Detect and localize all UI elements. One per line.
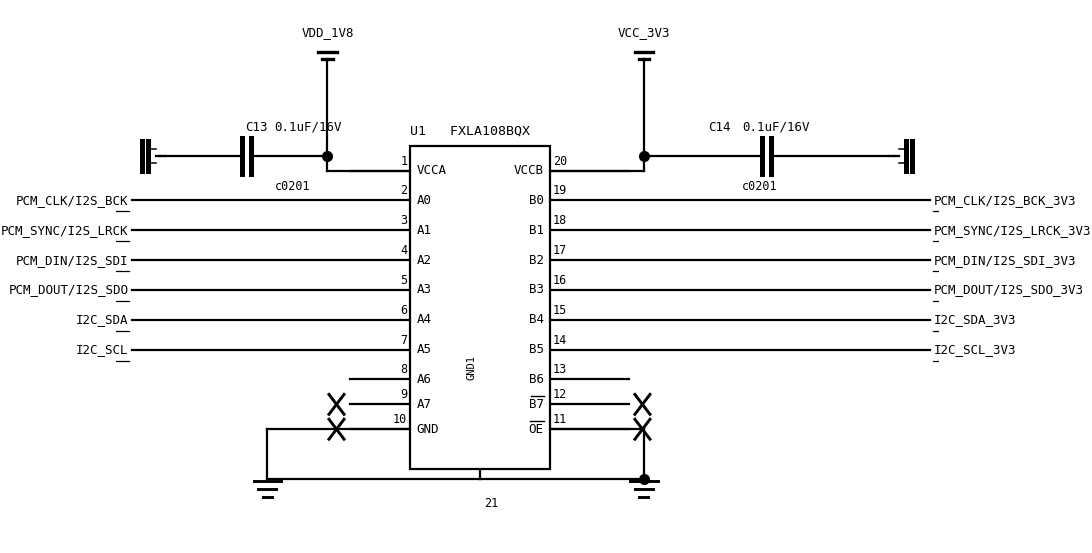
Text: 7: 7 xyxy=(400,333,407,347)
Text: 4: 4 xyxy=(400,244,407,257)
Text: c0201: c0201 xyxy=(275,180,310,194)
Text: A7: A7 xyxy=(416,398,431,411)
Text: PCM_SYNC/I2S_LRCK_3V3: PCM_SYNC/I2S_LRCK_3V3 xyxy=(934,224,1091,237)
Text: A5: A5 xyxy=(416,343,431,356)
Text: 8: 8 xyxy=(400,363,407,377)
Text: C14: C14 xyxy=(708,121,731,134)
Text: 10: 10 xyxy=(393,413,407,426)
Text: A2: A2 xyxy=(416,254,431,267)
Text: C13: C13 xyxy=(245,121,268,134)
Text: VCCA: VCCA xyxy=(416,164,447,177)
Text: PCM_DIN/I2S_SDI: PCM_DIN/I2S_SDI xyxy=(16,254,129,267)
Text: A6: A6 xyxy=(416,373,431,386)
Text: A0: A0 xyxy=(416,194,431,207)
Text: 20: 20 xyxy=(553,154,567,168)
Text: OE: OE xyxy=(529,422,544,436)
Text: 13: 13 xyxy=(553,363,567,377)
Text: I2C_SCL_3V3: I2C_SCL_3V3 xyxy=(934,343,1016,356)
Text: VCC_3V3: VCC_3V3 xyxy=(618,26,670,39)
Text: 12: 12 xyxy=(553,388,567,401)
Text: PCM_CLK/I2S_BCK_3V3: PCM_CLK/I2S_BCK_3V3 xyxy=(934,194,1076,207)
Text: 21: 21 xyxy=(484,497,498,510)
Text: 18: 18 xyxy=(553,214,567,227)
Text: VDD_1V8: VDD_1V8 xyxy=(301,26,354,39)
Text: 0.1uF/16V: 0.1uF/16V xyxy=(275,121,342,134)
Text: VCCB: VCCB xyxy=(513,164,544,177)
Text: PCM_SYNC/I2S_LRCK: PCM_SYNC/I2S_LRCK xyxy=(1,224,129,237)
Text: 3: 3 xyxy=(400,214,407,227)
Text: 16: 16 xyxy=(553,274,567,287)
Text: 0.1uF/16V: 0.1uF/16V xyxy=(741,121,809,134)
Text: B7: B7 xyxy=(529,398,544,411)
Text: PCM_DOUT/I2S_SDO_3V3: PCM_DOUT/I2S_SDO_3V3 xyxy=(934,284,1083,296)
Text: 5: 5 xyxy=(400,274,407,287)
Text: 9: 9 xyxy=(400,388,407,401)
Text: A1: A1 xyxy=(416,224,431,237)
Text: B5: B5 xyxy=(529,343,544,356)
Text: 14: 14 xyxy=(553,333,567,347)
Bar xyxy=(411,145,549,469)
Text: B3: B3 xyxy=(529,284,544,296)
Text: I2C_SDA_3V3: I2C_SDA_3V3 xyxy=(934,314,1016,326)
Text: I2C_SCL: I2C_SCL xyxy=(76,343,129,356)
Text: B0: B0 xyxy=(529,194,544,207)
Text: 19: 19 xyxy=(553,184,567,197)
Text: c0201: c0201 xyxy=(741,180,778,194)
Text: 17: 17 xyxy=(553,244,567,257)
Text: 15: 15 xyxy=(553,304,567,317)
Text: A3: A3 xyxy=(416,284,431,296)
Text: 6: 6 xyxy=(400,304,407,317)
Text: B1: B1 xyxy=(529,224,544,237)
Text: B4: B4 xyxy=(529,314,544,326)
Text: GND1: GND1 xyxy=(466,354,476,379)
Text: 1: 1 xyxy=(400,154,407,168)
Text: 2: 2 xyxy=(400,184,407,197)
Text: GND: GND xyxy=(416,422,439,436)
Text: U1   FXLA108BQX: U1 FXLA108BQX xyxy=(411,124,531,138)
Text: PCM_DIN/I2S_SDI_3V3: PCM_DIN/I2S_SDI_3V3 xyxy=(934,254,1076,267)
Text: PCM_DOUT/I2S_SDO: PCM_DOUT/I2S_SDO xyxy=(9,284,129,296)
Text: 11: 11 xyxy=(553,413,567,426)
Text: A4: A4 xyxy=(416,314,431,326)
Text: PCM_CLK/I2S_BCK: PCM_CLK/I2S_BCK xyxy=(16,194,129,207)
Text: B6: B6 xyxy=(529,373,544,386)
Text: B2: B2 xyxy=(529,254,544,267)
Text: I2C_SDA: I2C_SDA xyxy=(76,314,129,326)
